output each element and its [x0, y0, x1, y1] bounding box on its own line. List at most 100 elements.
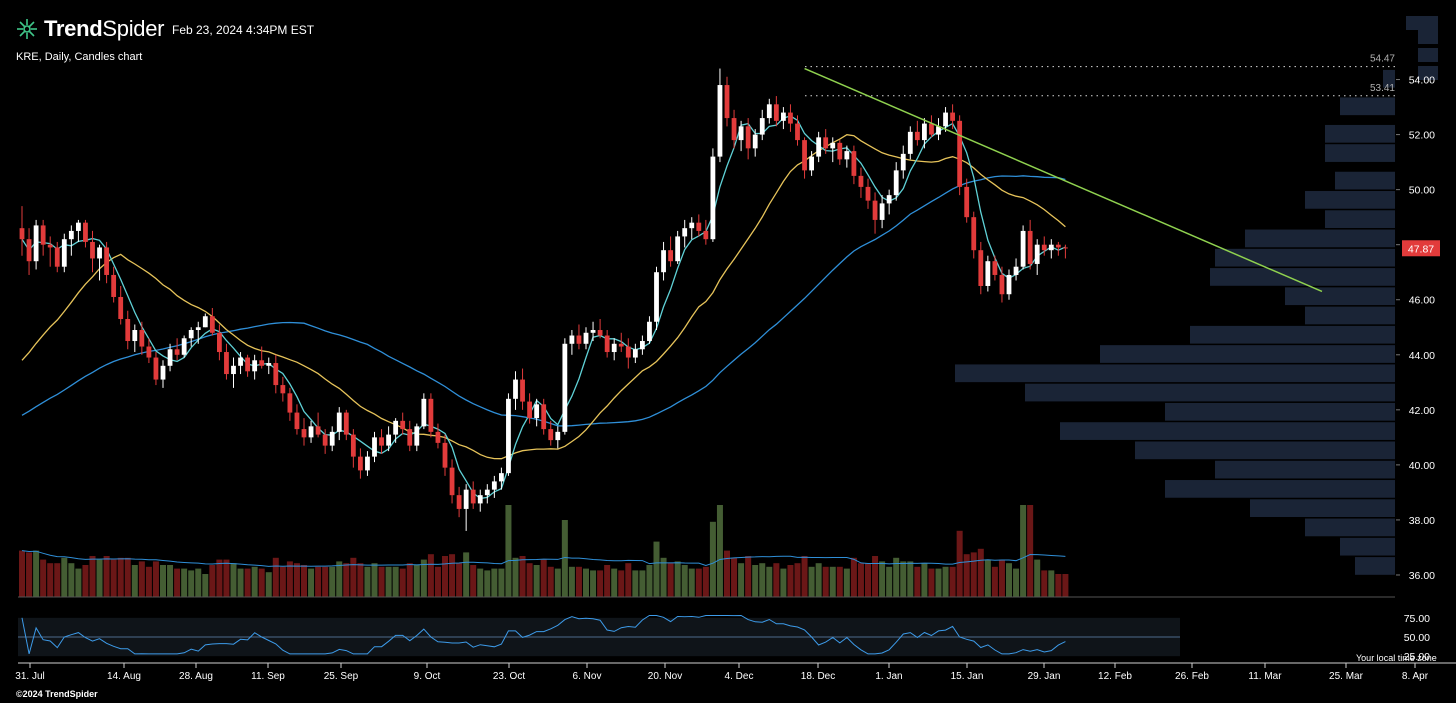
candle-body [83, 222, 88, 242]
volume-profile-bar [1418, 30, 1438, 44]
volume-bar [533, 565, 540, 597]
last-price-badge [1402, 240, 1440, 257]
volume-bar [301, 565, 307, 597]
candle-body [294, 412, 300, 430]
candle-body [590, 330, 596, 333]
candle-body [696, 222, 702, 231]
candle-body [414, 426, 420, 446]
volume-bar [949, 566, 956, 597]
volume-profile-bar [1210, 268, 1395, 286]
volume-bar [160, 565, 166, 597]
volume-bar [893, 557, 900, 597]
candle-body [358, 456, 363, 471]
volume-profile-bar [1340, 537, 1395, 556]
candle-body [597, 330, 603, 336]
volume-bar [709, 521, 716, 597]
volume-bar [1027, 505, 1034, 597]
candle-body [491, 481, 497, 490]
y-tick-label: 54.00 [1409, 75, 1435, 87]
volume-bar [907, 561, 914, 597]
y-tick-label: 46.00 [1409, 295, 1435, 307]
candle-body [943, 112, 948, 127]
volume-bar [357, 563, 364, 597]
candle-body [745, 126, 751, 149]
candle-body [752, 134, 758, 149]
candle-body [957, 120, 963, 187]
volume-bar [935, 568, 942, 597]
candle-body [555, 431, 561, 441]
volume-bar [554, 568, 561, 597]
volume-bar [19, 550, 25, 597]
candle-body [217, 332, 222, 353]
x-tick-label: 29. Jan [1028, 671, 1061, 682]
candle-body [301, 429, 307, 438]
volume-bar [646, 565, 653, 597]
sma-fast-line [21, 115, 1066, 500]
candle-body [386, 434, 391, 446]
x-tick-label: 8. Apr [1402, 671, 1429, 682]
candle-body [470, 489, 476, 504]
volume-bar [265, 572, 272, 597]
volume-bar [315, 566, 322, 597]
x-tick-label: 20. Nov [648, 671, 682, 682]
volume-bar [336, 561, 343, 597]
candle-body [153, 357, 159, 380]
candle-body [562, 343, 568, 432]
candles[interactable] [19, 68, 1068, 531]
volume-bar [865, 563, 871, 597]
volume-bar [96, 559, 103, 597]
candle-body [625, 346, 631, 358]
candle-body [717, 85, 723, 157]
candle-body [914, 131, 920, 141]
candle-body [400, 420, 406, 430]
volume-bar [900, 561, 907, 597]
candle-body [456, 495, 462, 509]
volume-bar [801, 556, 808, 597]
volume-bars [19, 505, 1069, 597]
volume-bar [82, 565, 89, 597]
volume-bar [660, 557, 667, 597]
candle-body [569, 335, 575, 344]
volume-bar [181, 568, 188, 597]
candle-body [33, 225, 39, 262]
candle-body [280, 385, 286, 394]
x-tick-label: 6. Nov [573, 671, 602, 682]
volume-bar [371, 563, 378, 597]
volume-bar [188, 570, 195, 597]
volume-profile-bar [1418, 48, 1438, 62]
candle-body [1020, 230, 1026, 267]
volume-bar [209, 565, 216, 597]
volume-bar [1006, 563, 1012, 597]
volume-bar [1048, 570, 1055, 597]
volume-profile-bar [1165, 402, 1395, 421]
x-tick-label: 4. Dec [725, 671, 754, 682]
volume-bar [308, 568, 315, 597]
volume-bar [427, 554, 434, 597]
volume-bar [75, 568, 82, 597]
spider-icon [17, 19, 37, 39]
candle-body [724, 85, 730, 119]
volume-profile [955, 16, 1438, 575]
volume-bar [794, 563, 801, 597]
candle-body [421, 398, 427, 427]
volume-bar [674, 561, 681, 597]
candle-body [1013, 266, 1019, 275]
volume-bar [145, 566, 152, 597]
volume-profile-bar [1215, 248, 1395, 267]
volume-bar [526, 563, 533, 597]
candle-body [950, 112, 955, 121]
volume-bar [681, 565, 688, 597]
volume-profile-bar [1135, 441, 1395, 460]
trendline[interactable] [804, 67, 1323, 293]
volume-bar [1013, 568, 1020, 597]
volume-bar [1062, 574, 1069, 597]
candle-body [992, 261, 998, 275]
volume-bar [392, 566, 399, 597]
candle-body [1034, 244, 1040, 264]
candle-body [583, 332, 589, 344]
candle-body [823, 137, 829, 149]
volume-bar [399, 568, 406, 597]
volume-bar [942, 566, 949, 597]
candle-body [929, 123, 934, 135]
candle-body [879, 203, 885, 220]
